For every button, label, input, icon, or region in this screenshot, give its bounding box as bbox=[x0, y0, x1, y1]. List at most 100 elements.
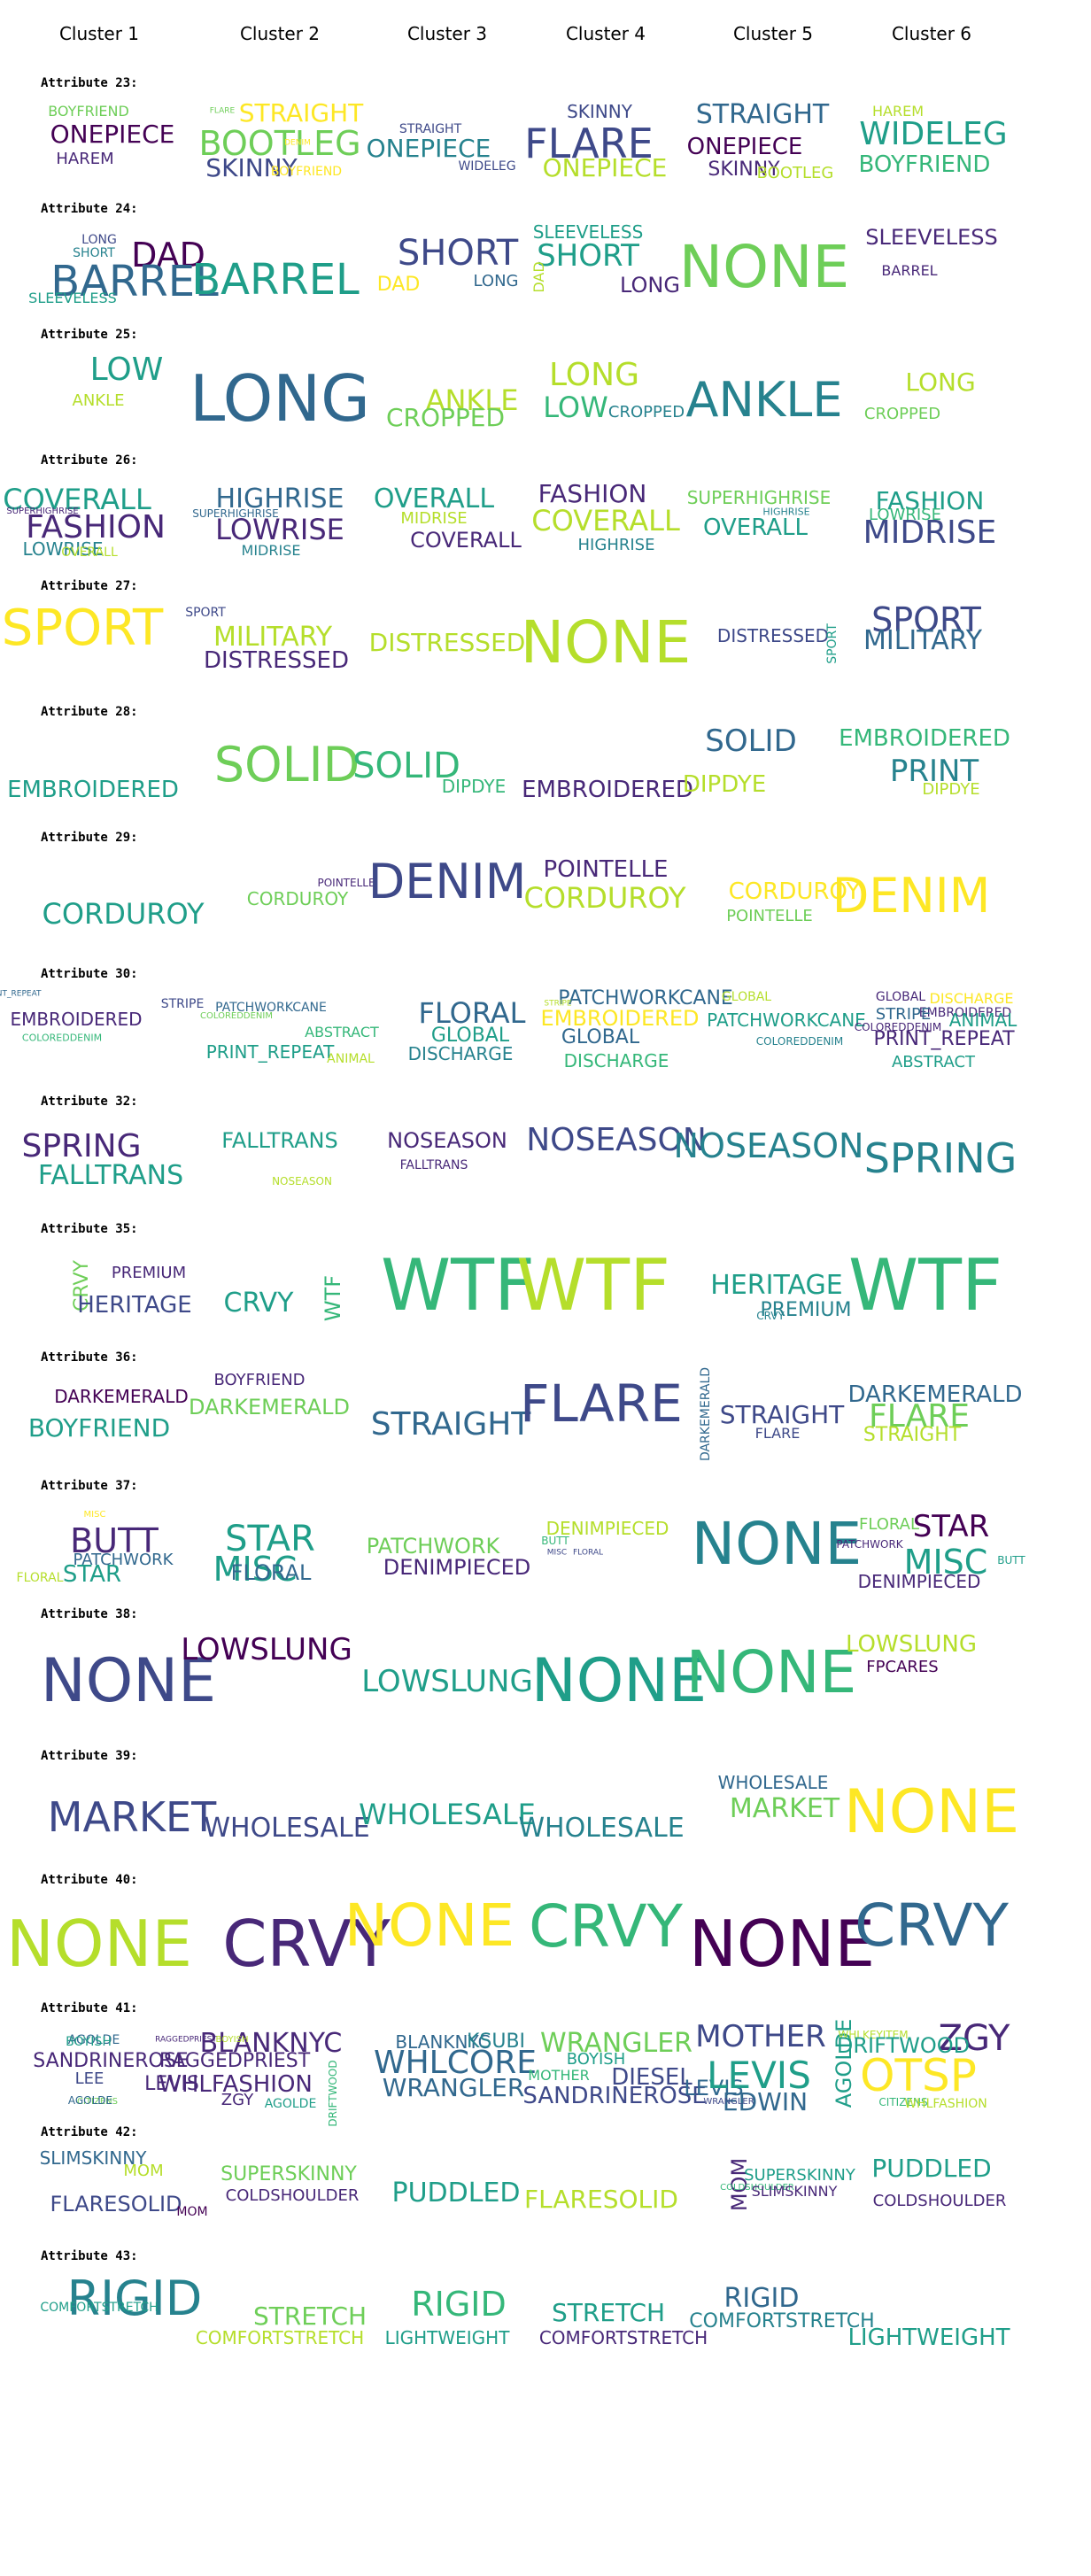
cloud-word: FLORAL bbox=[230, 1560, 312, 1585]
cloud-word: CROPPED bbox=[607, 403, 685, 422]
cloud-word: STRAIGHT bbox=[695, 99, 830, 130]
cloud-word: ONEPIECE bbox=[50, 120, 175, 149]
cloud-word: WIDELEG bbox=[859, 116, 1008, 152]
cloud-word: LONG bbox=[473, 272, 519, 290]
cloud-word: WRANGLER bbox=[539, 2028, 693, 2059]
cloud-word: FLORAL bbox=[418, 996, 526, 1030]
cloud-word: DARKEMERALD bbox=[189, 1395, 350, 1420]
attribute-title: Attribute 32: bbox=[41, 1095, 138, 1109]
cloud-word: STRETCH bbox=[252, 2301, 368, 2331]
cloud-word: STRAIGHT bbox=[398, 122, 462, 136]
cloud-word: ANKLE bbox=[72, 391, 125, 410]
cloud-word: DRIFTWOOD bbox=[327, 2060, 339, 2127]
cloud-word: ANIMAL bbox=[948, 1010, 1017, 1031]
attribute-title: Attribute 28: bbox=[41, 705, 138, 719]
cloud-word: FLARE bbox=[869, 1398, 970, 1435]
cloud-word: DISCHARGE bbox=[563, 1050, 669, 1071]
cloud-word: DISTRESSED bbox=[368, 628, 526, 657]
cloud-word: BARREL bbox=[881, 262, 938, 279]
cloud-word: BOYFRIEND bbox=[213, 1371, 306, 1389]
cloud-word: RIGID bbox=[411, 2285, 507, 2324]
cloud-word: MOM bbox=[123, 2162, 164, 2180]
cloud-word: SANDRINEROSE bbox=[522, 2083, 707, 2109]
cloud-word: PATCHWORKCANE bbox=[558, 987, 733, 1010]
cloud-word: PRINT_REPEAT bbox=[873, 1028, 1015, 1050]
cloud-word: RAGGEDPRIEST bbox=[155, 2035, 217, 2045]
cloud-word: POINTELLE bbox=[543, 856, 669, 883]
cloud-word: NONE bbox=[40, 1646, 217, 1716]
cloud-word: WHOLESALE bbox=[518, 1813, 685, 1844]
cloud-word: LONG bbox=[81, 233, 117, 247]
cloud-word: MISC bbox=[546, 1548, 568, 1558]
cloud-word: SUPERHIGHRISE bbox=[192, 507, 279, 520]
cloud-word: ONEPIECE bbox=[542, 153, 668, 182]
cloud-word: CRVY bbox=[529, 1892, 683, 1961]
cloud-word: BOOTLEG bbox=[756, 164, 834, 182]
cloud-word: STAR bbox=[225, 1519, 315, 1559]
cloud-word: STRAIGHT bbox=[863, 1424, 962, 1446]
cloud-word: SPORT bbox=[1, 600, 164, 657]
cloud-word: SLIMSKINNY bbox=[39, 2147, 147, 2169]
cloud-word: DARKEMERALD bbox=[54, 1386, 189, 1407]
cloud-word: BUTT bbox=[997, 1554, 1025, 1566]
cloud-word: BOYISH bbox=[66, 2035, 112, 2049]
cloud-word: MOTHER bbox=[695, 2019, 826, 2054]
cloud-word: DIESEL bbox=[611, 2064, 693, 2091]
cloud-word: NONE bbox=[520, 608, 692, 677]
cloud-word: FASHION bbox=[26, 509, 166, 545]
cloud-word: SHORT bbox=[397, 233, 519, 274]
cloud-word: BOYFRIEND bbox=[858, 151, 991, 178]
cloud-word: SPORT bbox=[185, 606, 226, 620]
cluster-2-title: Cluster 2 bbox=[239, 23, 321, 44]
cloud-word: LEE bbox=[74, 2069, 104, 2088]
cloud-word: ZGY bbox=[221, 2091, 254, 2109]
cloud-word: SKINNY bbox=[567, 101, 632, 122]
cloud-word: DENIM bbox=[368, 854, 527, 909]
cloud-word: PREMIUM bbox=[111, 1264, 187, 1282]
cloud-word: CITIZENS bbox=[878, 2096, 928, 2108]
cloud-word: COMFORTSTRETCH bbox=[689, 2310, 875, 2332]
cloud-word: NONE bbox=[344, 1891, 515, 1960]
cloud-word: WTF bbox=[516, 1244, 670, 1327]
cloud-word: DENIM bbox=[832, 868, 991, 924]
cloud-word: SKINNY bbox=[205, 153, 298, 182]
cloud-word: MISC bbox=[903, 1543, 988, 1582]
attribute-title: Attribute 25: bbox=[41, 328, 138, 342]
cloud-word: BLANKNYC bbox=[395, 2031, 491, 2053]
cloud-word: COLDSHOULDER bbox=[225, 2186, 360, 2205]
cloud-word: WTF bbox=[381, 1244, 535, 1327]
cloud-word: WIDELEG bbox=[458, 159, 516, 174]
cloud-word: COLOREDDENIM bbox=[755, 1035, 844, 1048]
cloud-word: DAD bbox=[530, 261, 547, 293]
cloud-word: EMBROIDERED bbox=[540, 1006, 700, 1031]
cloud-word: DENIMPIECED bbox=[383, 1555, 531, 1580]
cloud-word: CORDUROY bbox=[42, 897, 205, 931]
cloud-word: MILITARY bbox=[213, 622, 333, 653]
cloud-word: NONE bbox=[678, 233, 850, 301]
cloud-word: HIGHRISE bbox=[577, 536, 655, 554]
cloud-word: FALLTRANS bbox=[37, 1160, 184, 1191]
cloud-word: DENIMPIECED bbox=[857, 1571, 981, 1592]
cloud-word: COVERALL bbox=[3, 483, 151, 516]
cloud-word: SLIMSKINNY bbox=[751, 2183, 838, 2200]
cloud-word: NONE bbox=[685, 1638, 857, 1706]
cloud-word: WHLKEYITEM bbox=[838, 2029, 909, 2041]
attribute-title: Attribute 23: bbox=[41, 76, 138, 90]
cloud-word: NONE bbox=[6, 1907, 192, 1981]
cloud-word: MISC bbox=[83, 1510, 106, 1520]
attribute-title: Attribute 36: bbox=[41, 1350, 138, 1365]
cloud-word: CITIZENS bbox=[77, 2097, 118, 2107]
cloud-word: MIDRISE bbox=[241, 542, 301, 559]
cloud-word: GLOBAL bbox=[721, 990, 772, 1004]
cloud-word: FLARESOLID bbox=[50, 2192, 182, 2216]
cloud-word: STRETCH bbox=[551, 2298, 666, 2327]
attribute-title: Attribute 35: bbox=[41, 1222, 138, 1236]
cloud-word: STRAIGHT bbox=[719, 1400, 845, 1429]
cloud-word: SKINNY bbox=[708, 159, 780, 181]
attribute-title: Attribute 42: bbox=[41, 2125, 138, 2139]
cloud-word: WTF bbox=[848, 1244, 1002, 1327]
cloud-word: SPORT bbox=[871, 600, 981, 639]
cloud-word: ANKLE bbox=[425, 383, 519, 417]
cloud-word: EDWIN bbox=[722, 2087, 809, 2116]
cloud-word: SLEEVELESS bbox=[28, 290, 117, 306]
